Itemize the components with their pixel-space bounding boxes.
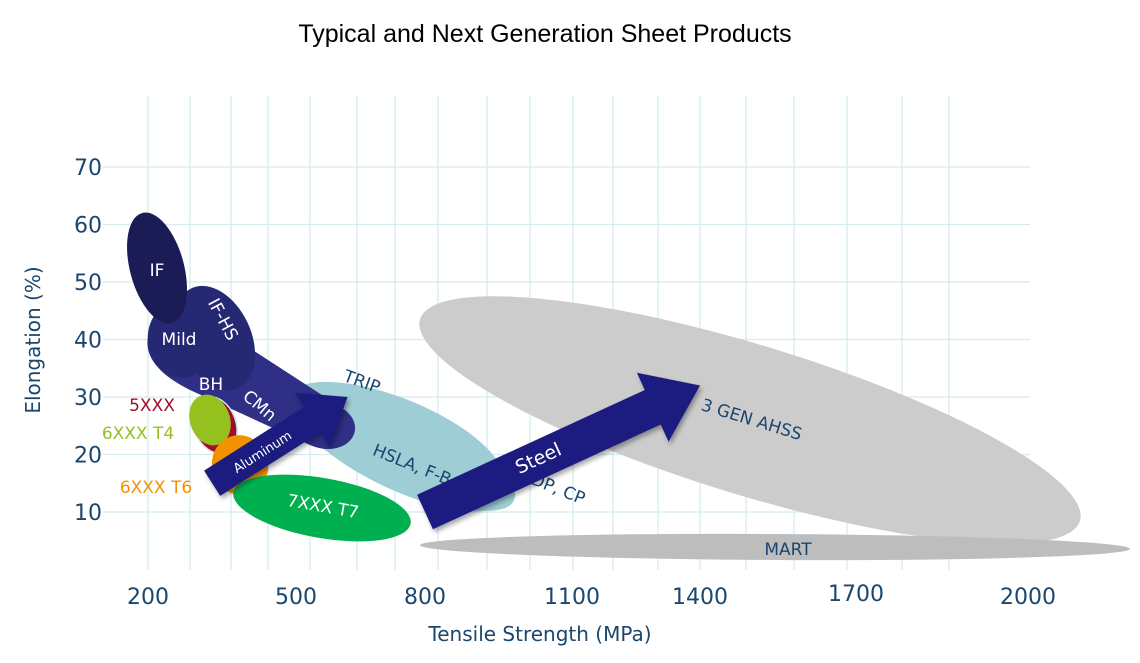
x-tick-label: 1400 [672,585,728,610]
region-mart [420,533,1130,561]
x-axis-label: Tensile Strength (MPa) [427,622,651,646]
region-if [127,212,187,324]
y-tick-label: 20 [74,444,102,469]
region-label-5xxx: 5XXX [129,396,175,416]
y-axis-label: Elongation (%) [21,266,45,413]
region-label-mart: MART [764,540,812,560]
region-label-bh: BH [199,375,223,395]
x-tick-label: 500 [275,585,317,610]
y-axis-ticks: 10 20 30 40 50 60 70 [74,156,102,526]
x-axis-ticks: 200 500 800 1100 1400 1700 2000 [127,582,1056,610]
y-tick-label: 60 [74,214,102,239]
y-tick-label: 70 [74,156,102,181]
region-6xxx-t4 [189,394,231,446]
region-label-if: IF [150,261,165,281]
chart-title: Typical and Next Generation Sheet Produc… [298,20,791,48]
region-7xxx-t7 [233,474,411,542]
x-tick-label: 800 [404,585,446,610]
region-label-6xxx-t6: 6XXX T6 [120,478,192,498]
x-tick-label: 2000 [1000,585,1056,610]
region-label-6xxx-t4: 6XXX T4 [102,424,174,444]
region-if-hs [174,285,256,391]
y-tick-label: 10 [74,501,102,526]
x-tick-label: 1100 [544,585,600,610]
aluminum-arrow [204,392,348,496]
steel-arrow [417,372,700,530]
x-tick-label: 1700 [828,582,884,607]
region-label-mild: Mild [162,330,197,350]
x-tick-label: 200 [127,585,169,610]
y-tick-label: 50 [74,271,102,296]
y-tick-label: 40 [74,329,102,354]
y-tick-label: 30 [74,386,102,411]
region-3-gen-ahss [419,296,1081,544]
